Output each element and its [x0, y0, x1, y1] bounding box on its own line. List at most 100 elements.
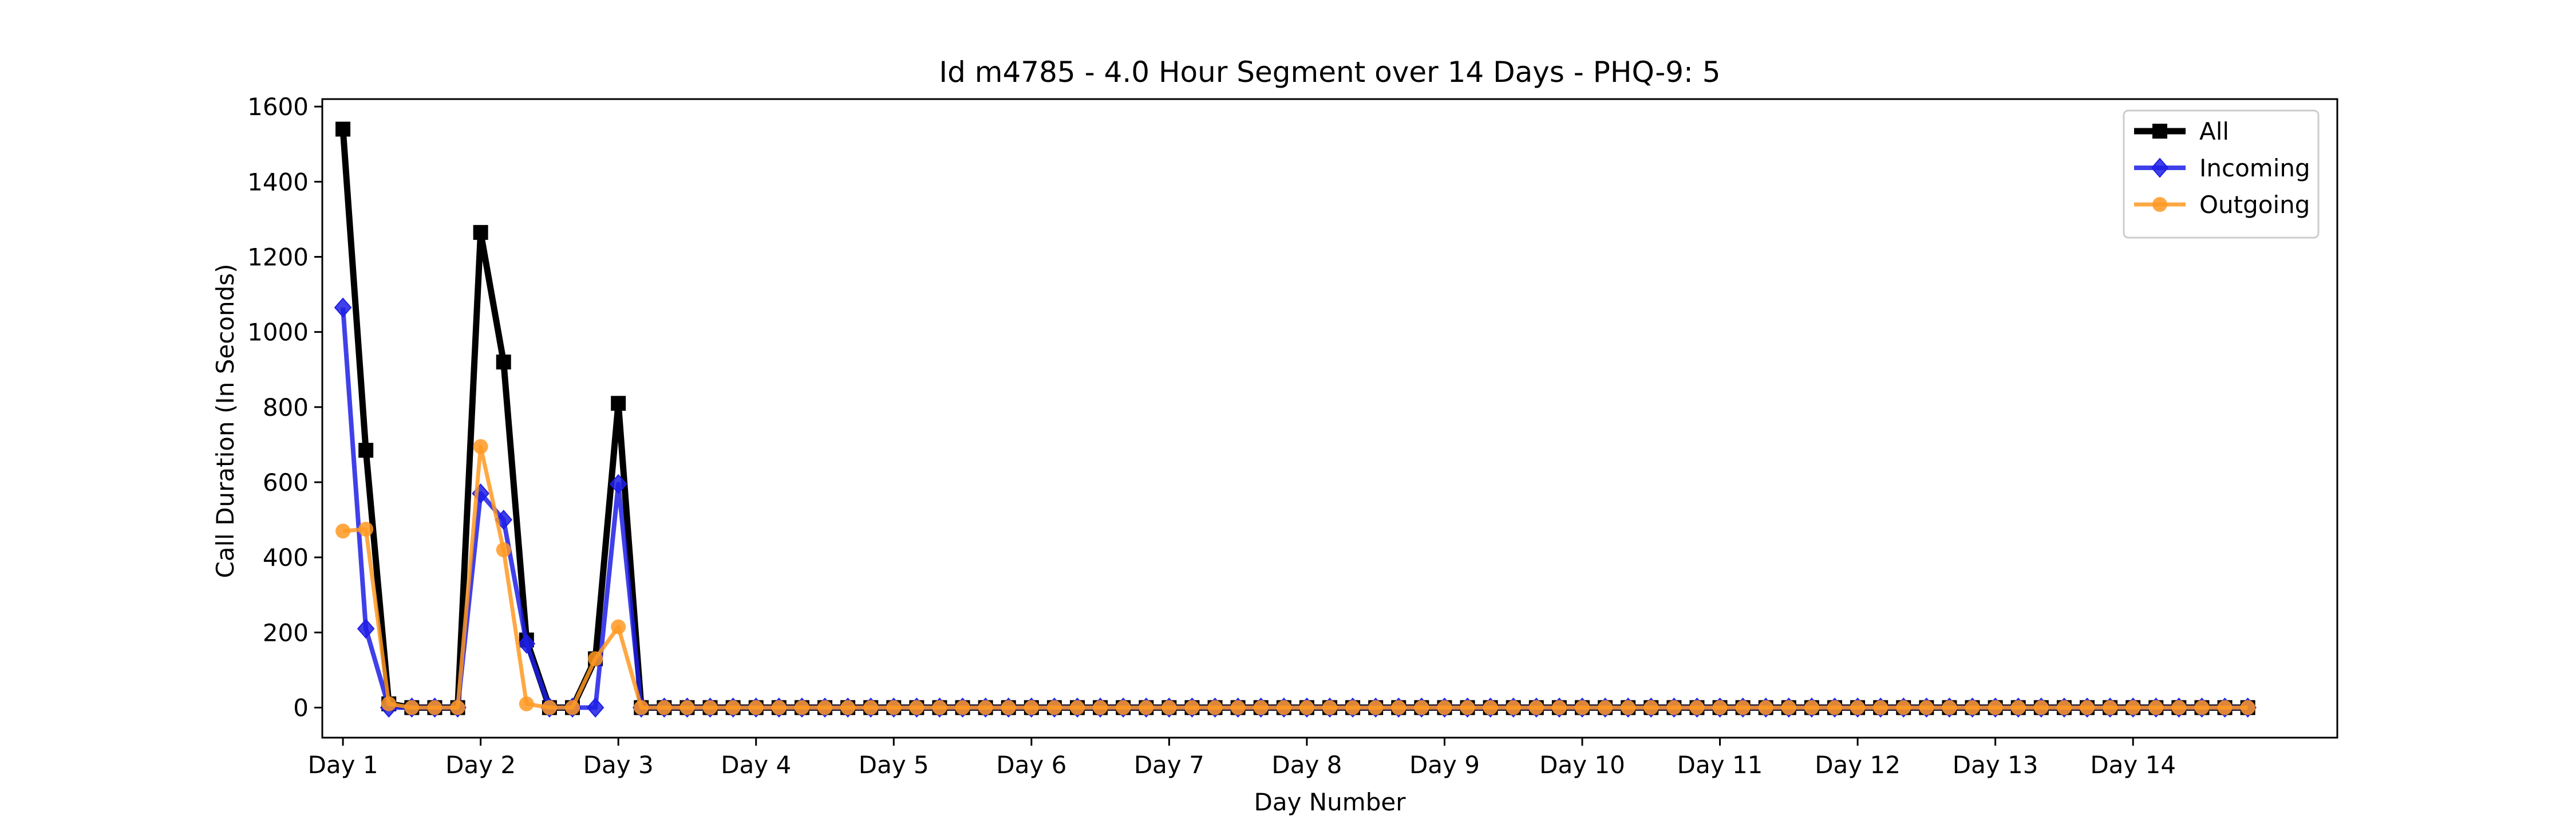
data-point-outgoing — [817, 700, 832, 715]
legend-marker-incoming — [2151, 157, 2169, 178]
x-tick-label: Day 9 — [1409, 751, 1480, 779]
data-point-outgoing — [1804, 700, 1819, 715]
data-point-outgoing — [2148, 700, 2164, 715]
data-point-all — [335, 121, 351, 137]
data-point-incoming — [586, 698, 605, 718]
x-tick-label: Day 6 — [996, 751, 1066, 779]
data-point-outgoing — [1551, 700, 1567, 715]
x-tick-label: Day 13 — [1953, 751, 2038, 779]
data-point-all — [611, 396, 626, 411]
x-axis-label: Day Number — [1254, 788, 1406, 816]
data-point-outgoing — [1046, 700, 1062, 715]
data-point-outgoing — [1621, 700, 1636, 715]
data-point-outgoing — [2171, 700, 2187, 715]
x-tick-label: Day 7 — [1134, 751, 1204, 779]
data-point-outgoing — [1161, 700, 1177, 715]
y-tick-label: 1600 — [247, 93, 309, 121]
plot-frame — [321, 98, 2338, 739]
data-point-outgoing — [404, 700, 420, 715]
y-tick-label: 600 — [263, 468, 309, 497]
data-point-outgoing — [978, 700, 993, 715]
data-point-outgoing — [1827, 700, 1843, 715]
data-point-outgoing — [1024, 700, 1039, 715]
data-point-outgoing — [1345, 700, 1361, 715]
y-tick-label: 1000 — [247, 318, 309, 346]
data-point-outgoing — [1735, 700, 1751, 715]
data-point-outgoing — [1414, 700, 1429, 715]
data-point-outgoing — [1069, 700, 1085, 715]
data-point-outgoing — [1598, 700, 1613, 715]
data-point-outgoing — [932, 700, 947, 715]
data-point-outgoing — [1506, 700, 1521, 715]
data-point-outgoing — [1116, 700, 1131, 715]
data-point-outgoing — [450, 700, 465, 715]
data-point-outgoing — [1184, 700, 1200, 715]
data-point-outgoing — [1988, 700, 2003, 715]
data-point-outgoing — [679, 700, 695, 715]
data-point-outgoing — [2240, 700, 2255, 715]
data-point-outgoing — [2103, 700, 2118, 715]
data-point-outgoing — [955, 700, 970, 715]
data-point-outgoing — [1299, 700, 1314, 715]
x-tick-label: Day 8 — [1271, 751, 1342, 779]
data-point-outgoing — [1483, 700, 1498, 715]
data-point-outgoing — [519, 696, 534, 711]
data-point-outgoing — [725, 700, 741, 715]
data-point-outgoing — [335, 523, 351, 539]
data-point-outgoing — [634, 700, 649, 715]
data-point-all — [496, 355, 511, 370]
y-axis-label: Call Duration (In Seconds) — [211, 263, 239, 578]
data-point-outgoing — [2056, 700, 2072, 715]
x-tick-label: Day 12 — [1815, 751, 1901, 779]
data-point-outgoing — [1001, 700, 1016, 715]
legend-label-incoming: Incoming — [2199, 154, 2310, 182]
data-point-outgoing — [1322, 700, 1337, 715]
y-tick-label: 200 — [263, 619, 309, 647]
chart-title: Id m4785 - 4.0 Hour Segment over 14 Days… — [939, 56, 1720, 89]
data-point-all — [473, 225, 488, 240]
data-point-outgoing — [1139, 700, 1154, 715]
data-point-outgoing — [542, 700, 557, 715]
data-point-outgoing — [2080, 700, 2095, 715]
data-point-outgoing — [1689, 700, 1705, 715]
data-point-outgoing — [1919, 700, 1934, 715]
data-point-outgoing — [1230, 700, 1246, 715]
data-point-outgoing — [588, 651, 603, 667]
y-tick-label: 1200 — [247, 243, 309, 271]
data-point-outgoing — [473, 439, 488, 454]
y-tick-label: 800 — [263, 393, 309, 422]
data-point-outgoing — [1575, 700, 1590, 715]
legend-marker-outgoing — [2152, 197, 2167, 212]
data-point-outgoing — [1850, 700, 1866, 715]
data-point-outgoing — [748, 700, 764, 715]
data-point-outgoing — [1093, 700, 1108, 715]
data-point-outgoing — [358, 521, 374, 537]
data-point-outgoing — [1942, 700, 1957, 715]
x-tick-label: Day 11 — [1677, 751, 1763, 779]
x-tick-label: Day 10 — [1539, 751, 1625, 779]
x-tick-label: Day 5 — [859, 751, 929, 779]
data-point-outgoing — [657, 700, 672, 715]
data-point-outgoing — [1253, 700, 1269, 715]
data-point-incoming — [517, 633, 536, 654]
data-point-outgoing — [381, 696, 397, 711]
series-line-all — [339, 129, 2248, 711]
series-outgoing — [335, 439, 2255, 715]
y-tick-label: 1400 — [247, 168, 309, 196]
data-point-outgoing — [1758, 700, 1773, 715]
data-point-all — [358, 443, 374, 458]
data-point-outgoing — [771, 700, 787, 715]
y-axis: 0 200 400 600 800 1000 1200 1400 1600 — [247, 93, 322, 722]
x-tick-label: Day 1 — [308, 751, 378, 779]
legend: All Incoming Outgoing — [2123, 109, 2320, 239]
data-point-outgoing — [2125, 700, 2141, 715]
data-point-outgoing — [1276, 700, 1291, 715]
legend-marker-all — [2152, 124, 2167, 139]
data-point-outgoing — [1460, 700, 1475, 715]
x-tick-label: Day 4 — [721, 751, 791, 779]
data-point-outgoing — [427, 700, 442, 715]
data-point-outgoing — [2194, 700, 2210, 715]
data-point-outgoing — [611, 619, 626, 635]
data-point-outgoing — [1666, 700, 1682, 715]
